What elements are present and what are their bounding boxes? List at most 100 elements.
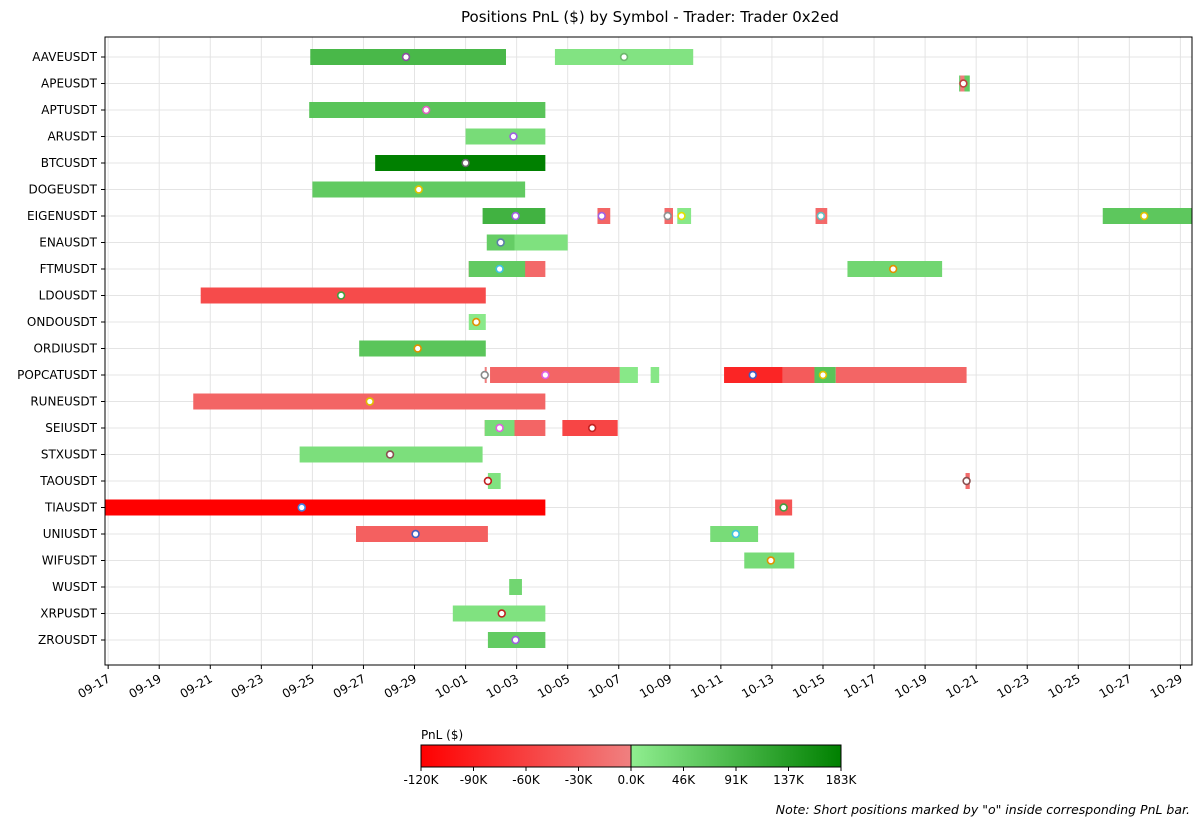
y-tick-label: LDOUSDT <box>39 289 98 303</box>
position-bar <box>359 340 486 357</box>
x-tick-label: 10-07 <box>586 671 623 701</box>
x-tick-label: 09-17 <box>75 671 112 701</box>
x-tick-label: 09-29 <box>382 671 419 701</box>
y-tick-label: ZROUSDT <box>38 633 98 647</box>
colorbar-tick-label: 91K <box>724 773 748 787</box>
position-bar <box>490 367 620 383</box>
y-tick-label: ENAUSDT <box>39 236 97 250</box>
short-marker <box>779 503 788 512</box>
y-tick-label: POPCATUSDT <box>17 368 98 382</box>
y-tick-label: WUSDT <box>52 580 98 594</box>
colorbar <box>420 744 842 768</box>
short-marker <box>511 635 520 645</box>
y-tick-label: WIFUSDT <box>42 554 98 568</box>
short-marker <box>511 211 520 221</box>
colorbar-tick-label: -120K <box>403 773 439 787</box>
y-tick-label: TAOUSDT <box>39 474 97 488</box>
x-axis: 09-17 09-19 09-21 09-23 09-25 09-27 09-29 10-01… <box>75 665 1185 701</box>
short-marker <box>385 450 395 459</box>
short-marker <box>587 423 597 433</box>
colorbar-tick-label: -60K <box>512 773 541 787</box>
short-marker <box>495 264 504 274</box>
short-marker <box>816 211 826 221</box>
position-bar <box>650 367 660 383</box>
x-tick-label: 10-13 <box>739 671 776 701</box>
footnote: Note: Short positions marked by "o" insi… <box>776 802 1190 817</box>
short-marker <box>413 344 422 353</box>
short-marker <box>401 52 411 62</box>
x-tick-label: 10-23 <box>995 671 1032 701</box>
x-tick-label: 10-27 <box>1097 671 1134 701</box>
y-tick-label: AAVEUSDT <box>32 50 97 64</box>
colorbar-tick-label: -30K <box>565 773 594 787</box>
y-tick-label: APTUSDT <box>41 103 97 117</box>
position-bar <box>356 526 488 542</box>
short-marker <box>472 317 481 327</box>
short-marker <box>1140 211 1149 221</box>
short-marker <box>619 52 629 62</box>
plot-frame <box>104 36 1193 666</box>
y-tick-label: SEIUSDT <box>45 421 97 435</box>
short-marker <box>959 79 968 88</box>
colorbar-positive <box>631 745 841 767</box>
short-marker <box>414 185 423 194</box>
y-tick-label: UNIUSDT <box>43 527 98 541</box>
short-marker <box>677 211 686 221</box>
x-tick-label: 10-09 <box>637 671 674 701</box>
x-tick-label: 10-19 <box>892 671 929 701</box>
y-tick-label: FTMUSDT <box>40 262 98 276</box>
short-marker <box>541 370 550 380</box>
short-marker <box>766 556 776 565</box>
x-tick-label: 10-21 <box>943 671 980 701</box>
colorbar-negative <box>421 745 631 767</box>
y-tick-label: DOGEUSDT <box>28 183 97 197</box>
colorbar-tick-label: 0.0K <box>618 773 646 787</box>
short-marker <box>818 370 828 380</box>
position-bar <box>782 367 815 383</box>
short-marker <box>509 132 518 141</box>
y-tick-label: STXUSDT <box>41 448 98 462</box>
short-marker <box>480 370 489 380</box>
short-marker <box>483 476 493 486</box>
x-tick-label: 10-01 <box>433 671 470 701</box>
x-tick-label: 10-17 <box>841 671 878 701</box>
y-tick-label: BTCUSDT <box>41 156 98 170</box>
position-bar <box>465 128 546 145</box>
y-tick-label: ARUSDT <box>47 130 97 144</box>
colorbar-label: PnL ($) <box>421 728 463 742</box>
short-marker <box>365 397 375 406</box>
short-marker <box>461 158 470 168</box>
position-bar <box>375 155 546 171</box>
short-marker <box>748 370 757 380</box>
x-tick-label: 09-19 <box>127 671 164 701</box>
x-tick-label: 10-29 <box>1148 671 1185 701</box>
position-bar <box>509 579 522 595</box>
short-marker <box>497 609 506 618</box>
position-bar <box>619 367 638 383</box>
short-marker <box>597 211 606 221</box>
y-tick-label: APEUSDT <box>41 77 98 91</box>
colorbar-ticks: -120K -90K -60K -30K 0.0K 46K 91K 137K 183K <box>403 767 858 787</box>
y-axis: AAVEUSDT APEUSDT APTUSDT ARUSDT BTCUSDT DOGEU… <box>17 50 105 647</box>
x-tick-label: 10-03 <box>484 671 521 701</box>
short-marker <box>731 529 740 539</box>
short-marker <box>962 476 971 486</box>
x-tick-label: 09-23 <box>229 671 266 701</box>
colorbar-tick-label: 183K <box>826 773 858 787</box>
short-marker <box>888 264 898 274</box>
y-tick-label: ORDIUSDT <box>33 342 97 356</box>
short-markers <box>297 52 1149 645</box>
y-tick-label: RUNEUSDT <box>30 395 97 409</box>
y-tick-label: EIGENUSDT <box>27 209 98 223</box>
x-tick-label: 09-21 <box>178 671 215 701</box>
y-tick-label: XRPUSDT <box>40 607 97 621</box>
chart-title: Positions PnL ($) by Symbol - Trader: Tr… <box>461 8 839 26</box>
grid <box>105 37 1192 665</box>
short-marker <box>496 238 505 247</box>
position-bar <box>105 499 546 516</box>
short-marker <box>336 291 346 300</box>
y-tick-label: ONDOUSDT <box>27 315 98 329</box>
short-marker <box>663 211 672 221</box>
x-tick-label: 09-27 <box>331 671 368 701</box>
